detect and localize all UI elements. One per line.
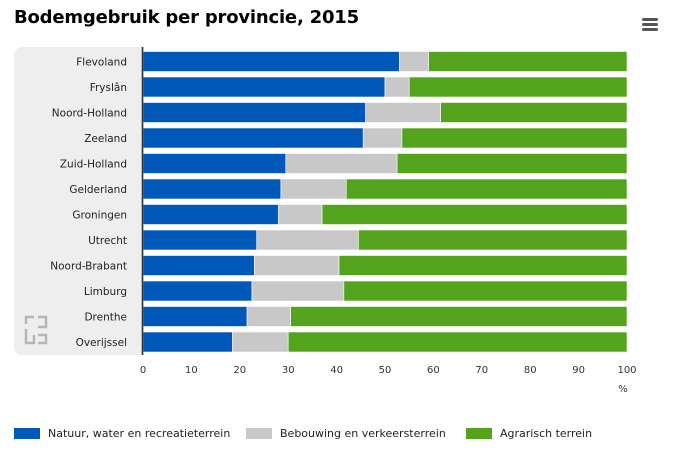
bar-fryslan-agrarisch[interactable] (408, 76, 628, 98)
category-label-overijssel: Overijssel (76, 337, 127, 349)
legend-item-natuur[interactable]: Natuur, water en recreatieterrein (14, 423, 230, 443)
x-tick-label-60: 60 (427, 365, 440, 376)
category-label-fryslan: Fryslân (90, 82, 127, 94)
bar-drenthe-agrarisch[interactable] (290, 306, 628, 327)
bar-gelderland-bebouwing[interactable] (280, 178, 347, 200)
legend-swatch-natuur (14, 427, 40, 439)
category-label-gelderland: Gelderland (69, 184, 127, 196)
category-label-limburg: Limburg (84, 286, 127, 298)
bar-flevoland-natuur[interactable] (142, 51, 400, 72)
cbs-logo-icon (24, 315, 48, 350)
x-tick-label-80: 80 (524, 365, 537, 376)
x-tick-label-50: 50 (379, 365, 392, 376)
legend-label-agrarisch: Agrarisch terrein (500, 426, 593, 440)
bar-noord-brabant-natuur[interactable] (142, 255, 255, 276)
x-tick-label-20: 20 (233, 365, 246, 376)
chart-legend: Natuur, water en recreatieterrein Bebouwi… (14, 423, 664, 443)
category-label-panel (14, 47, 144, 355)
bar-zeeland-natuur[interactable] (142, 127, 364, 149)
bar-limburg-agrarisch[interactable] (343, 280, 628, 302)
bar-noord-holland-natuur[interactable] (142, 102, 366, 123)
legend-label-natuur: Natuur, water en recreatieterrein (48, 426, 231, 440)
category-label-groningen: Groningen (72, 210, 127, 222)
stacked-bar-chart: Flevoland Fryslân Noord-Holland Zeeland Zuid… (50, 47, 637, 395)
bar-flevoland-bebouwing[interactable] (399, 51, 429, 72)
legend-swatch-bebouwing (246, 427, 272, 439)
category-label-flevoland: Flevoland (76, 57, 127, 69)
category-label-utrecht: Utrecht (88, 235, 127, 247)
chart-menu-button[interactable] (640, 14, 662, 34)
page-title: Bodemgebruik per provincie, 2015 (14, 7, 359, 28)
hamburger-menu-icon (642, 18, 658, 31)
bar-groningen-bebouwing[interactable] (278, 204, 323, 225)
category-label-zuid-holland: Zuid-Holland (60, 159, 127, 171)
bar-fryslan-natuur[interactable] (142, 76, 386, 98)
bar-utrecht-bebouwing[interactable] (256, 229, 359, 251)
bar-overijssel-agrarisch[interactable] (287, 331, 628, 353)
bar-drenthe-natuur[interactable] (142, 306, 248, 327)
x-tick-label-30: 30 (282, 365, 295, 376)
x-tick-label-70: 70 (475, 365, 488, 376)
category-label-drenthe: Drenthe (84, 312, 127, 324)
legend-item-bebouwing[interactable]: Bebouwing en verkeersterrein (246, 423, 446, 443)
legend-swatch-agrarisch (466, 427, 492, 439)
x-tick-label-100: 100 (617, 365, 636, 376)
bar-noord-holland-agrarisch[interactable] (440, 102, 628, 123)
bar-groningen-natuur[interactable] (142, 204, 279, 225)
bar-groningen-agrarisch[interactable] (321, 204, 628, 225)
legend-label-bebouwing: Bebouwing en verkeersterrein (280, 426, 446, 440)
bar-zeeland-bebouwing[interactable] (362, 127, 403, 149)
bar-gelderland-natuur[interactable] (142, 178, 282, 200)
category-label-noord-holland: Noord-Holland (52, 108, 127, 120)
bar-zeeland-agrarisch[interactable] (401, 127, 628, 149)
bar-noord-brabant-bebouwing[interactable] (254, 255, 340, 276)
x-axis-unit-label: % (618, 384, 628, 395)
bar-overijssel-natuur[interactable] (142, 331, 233, 353)
bar-limburg-bebouwing[interactable] (251, 280, 345, 302)
bar-noord-brabant-agrarisch[interactable] (338, 255, 628, 276)
bar-utrecht-agrarisch[interactable] (358, 229, 628, 251)
bar-limburg-natuur[interactable] (142, 280, 253, 302)
x-tick-label-10: 10 (185, 365, 198, 376)
x-tick-label-0: 0 (140, 365, 146, 376)
category-label-zeeland: Zeeland (84, 133, 127, 145)
bar-drenthe-bebouwing[interactable] (246, 306, 291, 327)
category-label-noord-brabant: Noord-Brabant (50, 261, 127, 273)
bar-zuid-holland-natuur[interactable] (142, 153, 287, 174)
bar-zuid-holland-agrarisch[interactable] (396, 153, 628, 174)
x-tick-label-40: 40 (330, 365, 343, 376)
x-tick-label-90: 90 (572, 365, 585, 376)
bar-fryslan-bebouwing[interactable] (384, 76, 410, 98)
bar-utrecht-natuur[interactable] (142, 229, 258, 251)
bar-overijssel-bebouwing[interactable] (232, 331, 289, 353)
bar-zuid-holland-bebouwing[interactable] (285, 153, 398, 174)
bar-noord-holland-bebouwing[interactable] (365, 102, 441, 123)
bar-flevoland-agrarisch[interactable] (428, 51, 628, 72)
bar-gelderland-agrarisch[interactable] (345, 178, 628, 200)
legend-item-agrarisch[interactable]: Agrarisch terrein (466, 423, 592, 443)
